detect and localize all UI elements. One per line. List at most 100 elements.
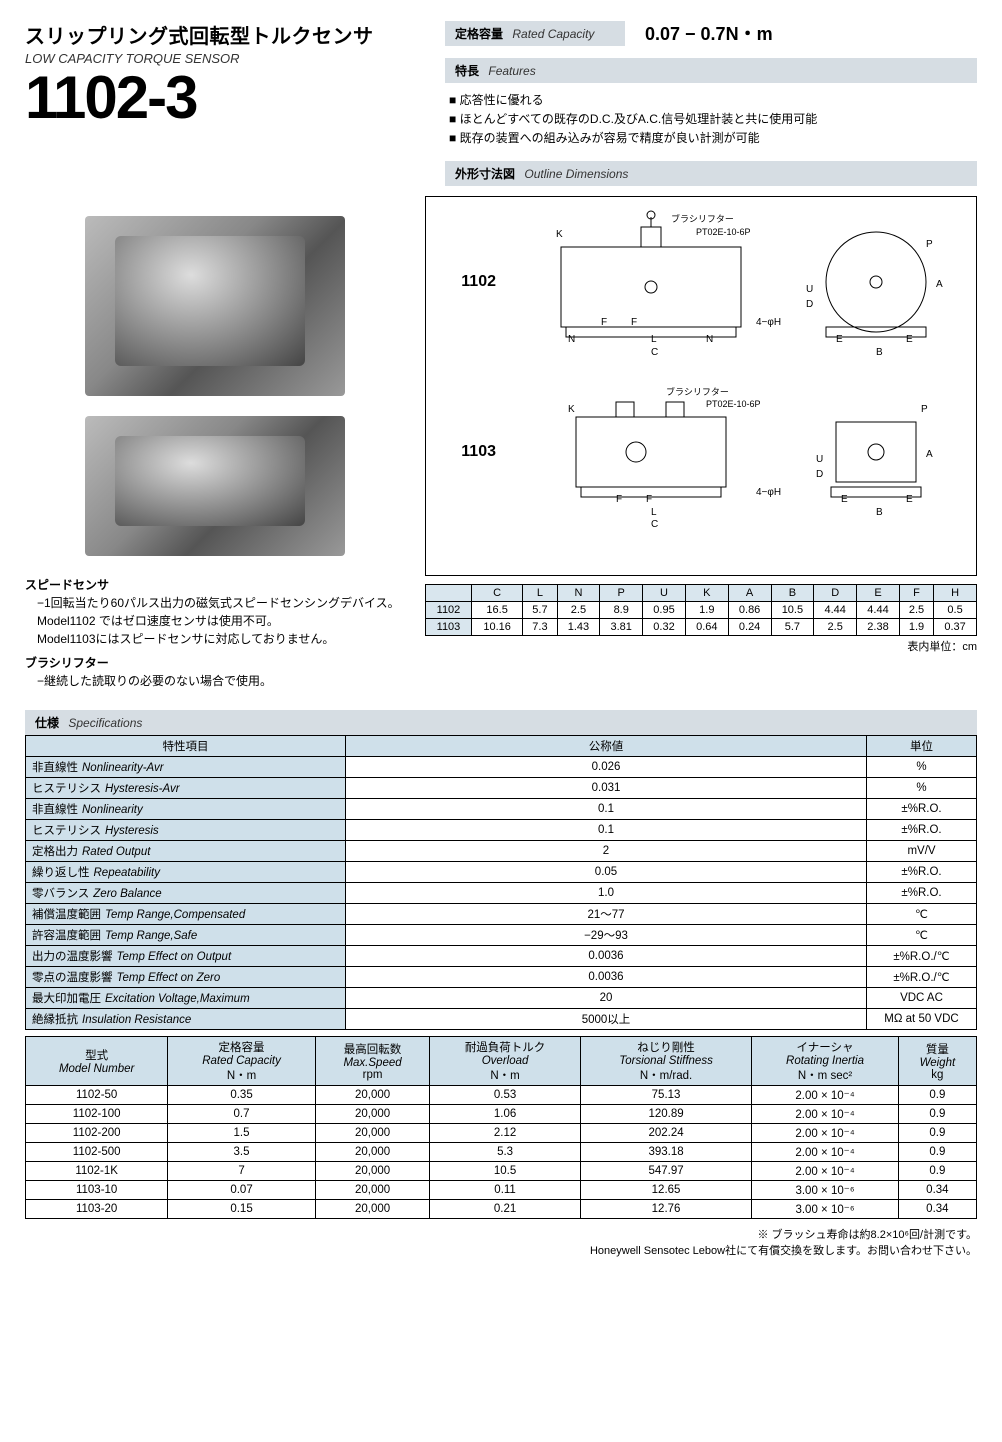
model-col-head: 定格容量Rated CapacityN・m bbox=[168, 1036, 315, 1085]
dim-cell: 8.9 bbox=[600, 601, 643, 618]
spec-value: 0.05 bbox=[346, 861, 867, 882]
rated-capacity-band: 定格容量 Rated Capacity bbox=[445, 21, 625, 46]
model-row: 1102-500.3520,0000.5375.132.00 × 10⁻⁴0.9 bbox=[26, 1085, 977, 1104]
spec-unit: ℃ bbox=[867, 924, 977, 945]
speed-sensor-heading: スピードセンサ bbox=[25, 576, 405, 594]
spec-unit: ±%R.O. bbox=[867, 882, 977, 903]
dim-cell: 5.7 bbox=[523, 601, 557, 618]
svg-text:F: F bbox=[601, 317, 607, 328]
spec-row: 非直線性Nonlinearity-Avr0.026% bbox=[26, 756, 977, 777]
spec-row: 許容温度範囲Temp Range,Safe−29〜93℃ bbox=[26, 924, 977, 945]
feature-item: ほとんどすべての既存のD.C.及びA.C.信号処理計装と共に使用可能 bbox=[449, 110, 977, 129]
svg-text:C: C bbox=[651, 519, 658, 527]
specs-head-unit: 単位 bbox=[867, 735, 977, 756]
model-cell: 0.9 bbox=[898, 1161, 976, 1180]
rated-capacity-value: 0.07 − 0.7N・m bbox=[645, 20, 773, 46]
spec-row: 繰り返し性Repeatability0.05±%R.O. bbox=[26, 861, 977, 882]
model-cell: 1102-1K bbox=[26, 1161, 168, 1180]
dim-col-F: F bbox=[899, 584, 933, 601]
spec-unit: % bbox=[867, 777, 977, 798]
outline-drawing-1103: ブラシリフター PT02E-10-6P K F F L C 4−φH E E bbox=[506, 377, 966, 527]
dim-cell: 10.16 bbox=[471, 618, 522, 635]
dim-col-H: H bbox=[934, 584, 977, 601]
model-cell: 2.00 × 10⁻⁴ bbox=[752, 1142, 898, 1161]
spec-value: 20 bbox=[346, 987, 867, 1008]
outline-label-en: Outline Dimensions bbox=[524, 167, 628, 181]
svg-text:L: L bbox=[651, 507, 657, 518]
model-cell: 0.34 bbox=[898, 1180, 976, 1199]
svg-text:U: U bbox=[816, 454, 823, 465]
svg-text:K: K bbox=[556, 229, 563, 240]
svg-text:4−φH: 4−φH bbox=[756, 317, 781, 328]
spec-label: 出力の温度影響Temp Effect on Output bbox=[26, 945, 346, 966]
footnote-line2: Honeywell Sensotec Lebow社にて有償交換を致します。お問い… bbox=[25, 1243, 977, 1260]
model-cell: 2.00 × 10⁻⁴ bbox=[752, 1161, 898, 1180]
model-cell: 20,000 bbox=[315, 1123, 430, 1142]
dim-cell: 5.7 bbox=[771, 618, 814, 635]
spec-value: 0.0036 bbox=[346, 945, 867, 966]
dim-cell: 0.86 bbox=[728, 601, 771, 618]
spec-row: ヒステリシスHysteresis-Avr0.031% bbox=[26, 777, 977, 798]
rated-capacity-label-jp: 定格容量 bbox=[455, 27, 503, 41]
spec-row: 定格出力Rated Output2mV/V bbox=[26, 840, 977, 861]
model-cell: 12.65 bbox=[580, 1180, 751, 1199]
model-cell: 0.15 bbox=[168, 1199, 315, 1218]
dim-cell: 3.81 bbox=[600, 618, 643, 635]
model-cell: 2.00 × 10⁻⁴ bbox=[752, 1123, 898, 1142]
dim-col-D: D bbox=[814, 584, 857, 601]
model-cell: 0.34 bbox=[898, 1199, 976, 1218]
brush-lifter-heading: ブラシリフター bbox=[25, 654, 405, 672]
model-cell: 0.35 bbox=[168, 1085, 315, 1104]
svg-text:B: B bbox=[876, 347, 883, 357]
dim-row-model: 1103 bbox=[426, 618, 472, 635]
model-cell: 3.00 × 10⁻⁶ bbox=[752, 1199, 898, 1218]
svg-text:U: U bbox=[806, 284, 813, 295]
model-row: 1102-1000.720,0001.06120.892.00 × 10⁻⁴0.… bbox=[26, 1104, 977, 1123]
spec-label: 許容温度範囲Temp Range,Safe bbox=[26, 924, 346, 945]
model-cell: 0.9 bbox=[898, 1104, 976, 1123]
dim-cell: 1.9 bbox=[899, 618, 933, 635]
model-cell: 20,000 bbox=[315, 1161, 430, 1180]
svg-text:F: F bbox=[646, 494, 652, 505]
svg-text:F: F bbox=[616, 494, 622, 505]
svg-text:K: K bbox=[568, 404, 575, 415]
spec-label: 零バランスZero Balance bbox=[26, 882, 346, 903]
model-col-head: 型式Model Number bbox=[26, 1036, 168, 1085]
svg-text:P: P bbox=[921, 404, 928, 415]
model-cell: 0.9 bbox=[898, 1085, 976, 1104]
brush-lifter-text: −継続した読取りの必要のない場合で使用。 bbox=[37, 672, 405, 690]
spec-row: 零バランスZero Balance1.0±%R.O. bbox=[26, 882, 977, 903]
spec-label: 絶縁抵抗Insulation Resistance bbox=[26, 1008, 346, 1029]
svg-text:ブラシリフター: ブラシリフター bbox=[671, 213, 734, 224]
dim-col-K: K bbox=[685, 584, 728, 601]
specs-head-item: 特性項目 bbox=[26, 735, 346, 756]
dim-cell: 10.5 bbox=[771, 601, 814, 618]
dim-col-B: B bbox=[771, 584, 814, 601]
svg-text:N: N bbox=[568, 334, 575, 345]
specs-table: 特性項目 公称値 単位 非直線性Nonlinearity-Avr0.026%ヒス… bbox=[25, 735, 977, 1030]
dim-col-U: U bbox=[643, 584, 686, 601]
spec-row: 出力の温度影響Temp Effect on Output0.0036±%R.O.… bbox=[26, 945, 977, 966]
product-photo-1103 bbox=[85, 416, 345, 556]
spec-value: 0.1 bbox=[346, 819, 867, 840]
spec-value: 2 bbox=[346, 840, 867, 861]
feature-item: 既存の装置への組み込みが容易で精度が良い計測が可能 bbox=[449, 129, 977, 148]
svg-text:E: E bbox=[836, 334, 843, 345]
model-cell: 75.13 bbox=[580, 1085, 751, 1104]
spec-label: ヒステリシスHysteresis bbox=[26, 819, 346, 840]
model-cell: 3.5 bbox=[168, 1142, 315, 1161]
spec-unit: VDC AC bbox=[867, 987, 977, 1008]
specs-label-en: Specifications bbox=[68, 716, 142, 730]
svg-text:P: P bbox=[926, 239, 933, 250]
footnote-line1: ※ ブラッシュ寿命は約8.2×10⁶回/計測です。 bbox=[25, 1227, 977, 1244]
dim-cell: 1.43 bbox=[557, 618, 600, 635]
dim-cell: 0.24 bbox=[728, 618, 771, 635]
dim-cell: 2.5 bbox=[557, 601, 600, 618]
model-cell: 0.53 bbox=[430, 1085, 580, 1104]
model-number-large: 1102-3 bbox=[25, 68, 405, 128]
svg-text:A: A bbox=[926, 449, 933, 460]
spec-value: 0.026 bbox=[346, 756, 867, 777]
dim-cell: 1.9 bbox=[685, 601, 728, 618]
model-cell: 202.24 bbox=[580, 1123, 751, 1142]
svg-text:PT02E-10-6P: PT02E-10-6P bbox=[696, 227, 751, 237]
